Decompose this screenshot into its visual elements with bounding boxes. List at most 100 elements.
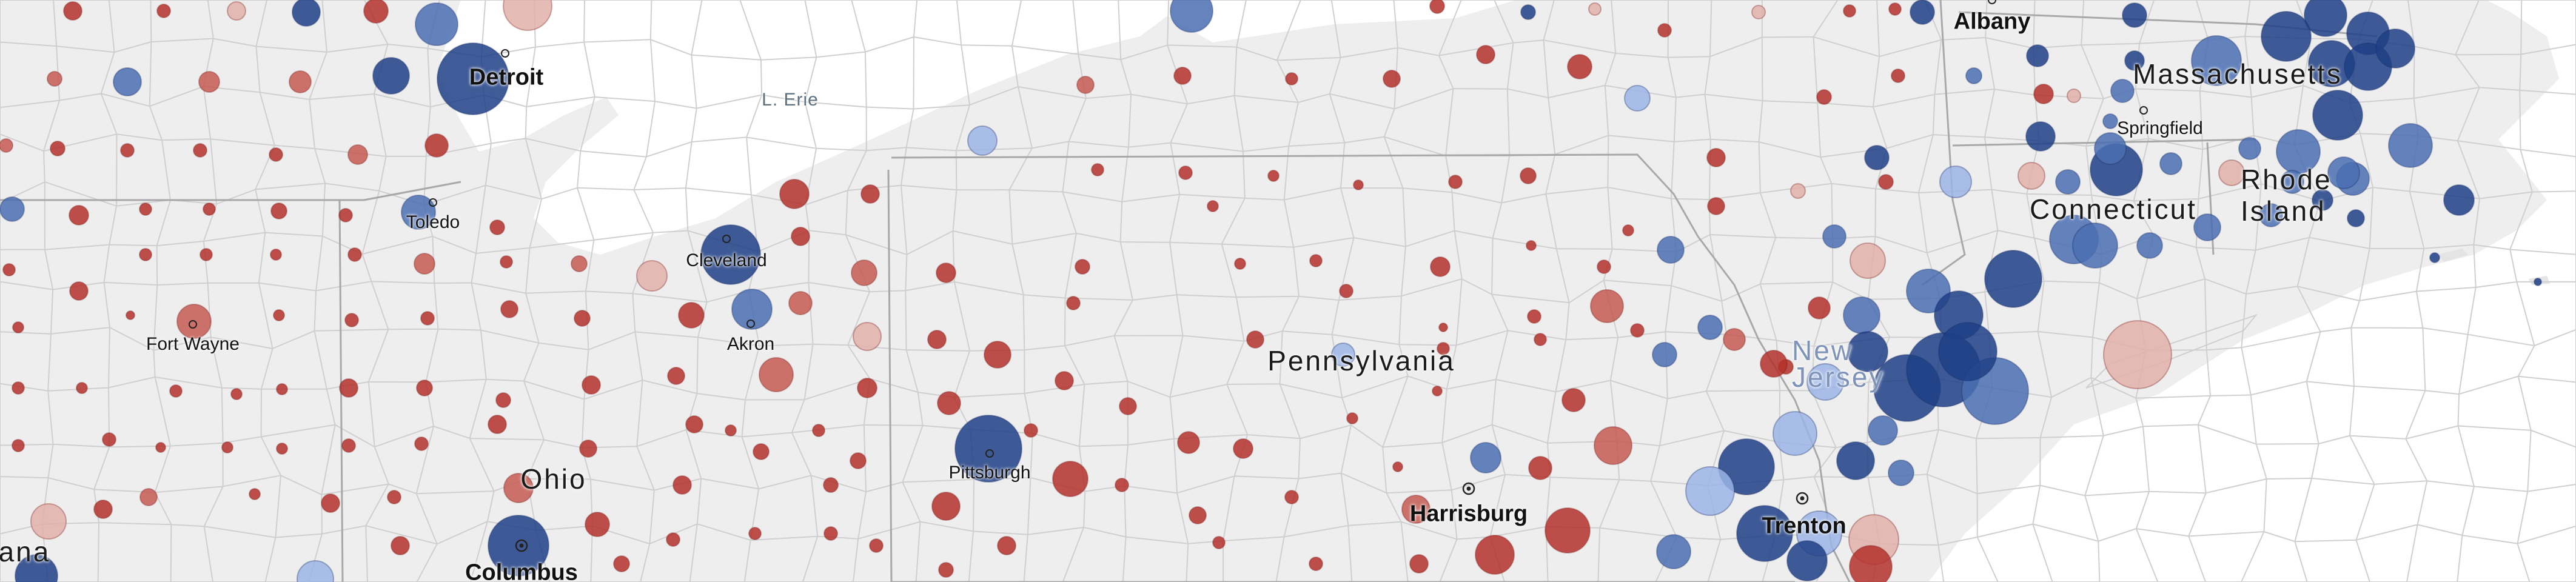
county-bubble[interactable] — [120, 143, 135, 158]
county-bubble[interactable] — [582, 375, 601, 395]
county-bubble[interactable] — [1594, 426, 1632, 465]
county-bubble[interactable] — [938, 562, 954, 578]
county-bubble[interactable] — [613, 555, 630, 572]
county-bubble[interactable] — [1246, 330, 1264, 349]
county-bubble[interactable] — [76, 382, 88, 394]
county-bubble[interactable] — [1878, 174, 1894, 190]
county-bubble[interactable] — [503, 0, 552, 31]
county-bubble[interactable] — [2280, 170, 2304, 194]
county-bubble[interactable] — [139, 488, 158, 506]
county-bubble[interactable] — [1437, 342, 1450, 355]
county-bubble[interactable] — [1561, 388, 1586, 412]
county-bubble[interactable] — [1438, 323, 1448, 332]
county-bubble[interactable] — [227, 1, 246, 21]
county-bubble[interactable] — [12, 439, 25, 452]
county-bubble[interactable] — [1383, 70, 1401, 88]
county-bubble[interactable] — [1849, 545, 1893, 582]
county-bubble[interactable] — [221, 441, 233, 453]
county-bubble[interactable] — [363, 0, 389, 24]
county-bubble[interactable] — [1806, 363, 1844, 401]
county-bubble[interactable] — [823, 526, 838, 541]
county-bubble[interactable] — [269, 147, 283, 162]
county-bubble[interactable] — [2072, 222, 2118, 269]
county-bubble[interactable] — [967, 125, 998, 156]
county-bubble[interactable] — [936, 263, 956, 283]
county-bubble[interactable] — [1939, 166, 1972, 198]
county-bubble[interactable] — [1707, 197, 1725, 215]
county-bubble[interactable] — [1597, 259, 1611, 274]
county-bubble[interactable] — [437, 42, 509, 115]
county-bubble[interactable] — [1233, 438, 1253, 459]
county-bubble[interactable] — [2218, 159, 2245, 186]
county-bubble[interactable] — [2159, 152, 2182, 175]
county-bubble[interactable] — [1331, 343, 1355, 367]
county-bubble[interactable] — [1847, 331, 1888, 372]
county-bubble[interactable] — [2033, 84, 2054, 104]
county-bubble[interactable] — [372, 57, 410, 95]
county-bubble[interactable] — [1212, 536, 1226, 549]
county-bubble[interactable] — [2193, 213, 2221, 241]
county-bubble[interactable] — [93, 500, 113, 519]
county-bubble[interactable] — [1066, 296, 1081, 310]
county-bubble[interactable] — [2055, 169, 2081, 195]
county-bubble[interactable] — [860, 184, 880, 204]
county-bubble[interactable] — [1622, 224, 1634, 236]
county-bubble[interactable] — [2429, 252, 2440, 263]
county-bubble[interactable] — [869, 538, 884, 553]
county-bubble[interactable] — [759, 357, 794, 392]
county-bubble[interactable] — [30, 503, 67, 540]
county-bubble[interactable] — [678, 302, 705, 329]
county-bubble[interactable] — [2261, 11, 2312, 62]
county-bubble[interactable] — [1392, 461, 1403, 472]
county-bubble[interactable] — [1052, 461, 1088, 497]
county-bubble[interactable] — [579, 440, 597, 458]
county-bubble[interactable] — [2103, 320, 2172, 389]
county-bubble[interactable] — [1588, 2, 1602, 16]
county-bubble[interactable] — [1808, 296, 1831, 319]
county-bubble[interactable] — [1888, 2, 1902, 16]
county-bubble[interactable] — [1910, 0, 1935, 25]
county-bubble[interactable] — [931, 492, 961, 521]
county-bubble[interactable] — [1773, 411, 1817, 456]
county-bubble[interactable] — [1888, 460, 1914, 486]
county-bubble[interactable] — [1284, 490, 1299, 504]
county-bubble[interactable] — [321, 493, 340, 513]
county-bubble[interactable] — [1353, 179, 1364, 190]
county-bubble[interactable] — [414, 436, 429, 451]
county-bubble[interactable] — [997, 536, 1016, 555]
county-bubble[interactable] — [673, 475, 692, 495]
county-bubble[interactable] — [700, 224, 761, 285]
county-bubble[interactable] — [753, 443, 770, 460]
county-bubble[interactable] — [1119, 397, 1137, 415]
county-bubble[interactable] — [424, 133, 449, 158]
county-bubble[interactable] — [666, 532, 680, 547]
county-bubble[interactable] — [571, 255, 588, 272]
county-bubble[interactable] — [2018, 162, 2045, 190]
county-bubble[interactable] — [338, 208, 353, 222]
county-bubble[interactable] — [69, 281, 89, 301]
county-bubble[interactable] — [1189, 506, 1207, 524]
county-bubble[interactable] — [636, 260, 668, 292]
county-bubble[interactable] — [1526, 240, 1537, 251]
county-bubble[interactable] — [1630, 323, 1645, 338]
county-bubble[interactable] — [685, 415, 703, 433]
county-bubble[interactable] — [1850, 242, 1886, 279]
county-bubble[interactable] — [1545, 507, 1591, 554]
county-bubble[interactable] — [1178, 166, 1193, 180]
county-bubble[interactable] — [851, 259, 877, 286]
county-bubble[interactable] — [1624, 85, 1651, 112]
county-bubble[interactable] — [667, 367, 685, 385]
county-bubble[interactable] — [1567, 54, 1592, 79]
county-bubble[interactable] — [1965, 67, 1982, 84]
county-bubble[interactable] — [812, 424, 825, 437]
county-bubble[interactable] — [1076, 76, 1095, 94]
county-bubble[interactable] — [1685, 466, 1735, 516]
county-bubble[interactable] — [2136, 232, 2163, 259]
county-bubble[interactable] — [500, 255, 513, 269]
county-bubble[interactable] — [2026, 44, 2049, 67]
county-bubble[interactable] — [273, 309, 285, 321]
county-bubble[interactable] — [1816, 89, 1832, 105]
county-bubble[interactable] — [1657, 23, 1672, 38]
county-bubble[interactable] — [2094, 132, 2127, 165]
